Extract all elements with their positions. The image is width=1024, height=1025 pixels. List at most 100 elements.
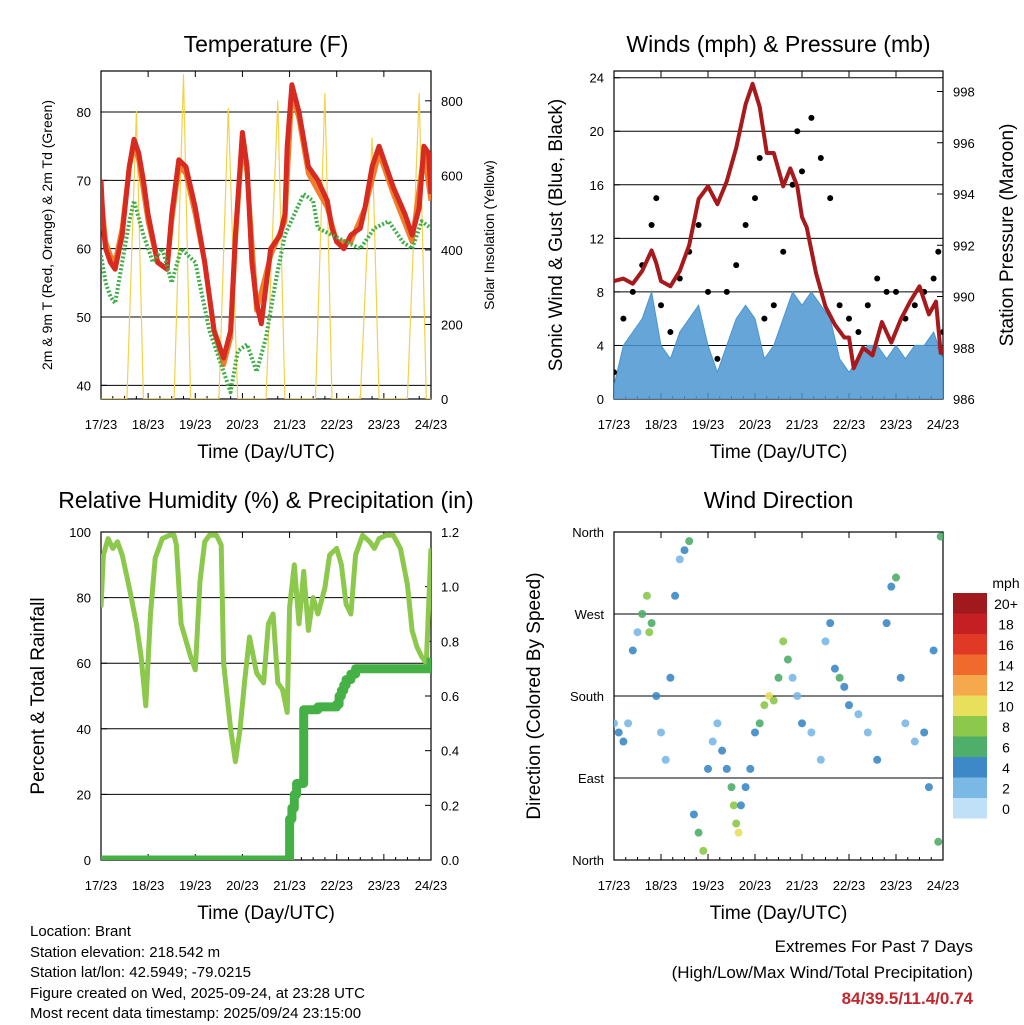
direction-point	[798, 719, 806, 728]
direction-point	[680, 546, 689, 555]
plot-area	[614, 81, 943, 399]
direction-point	[704, 764, 712, 773]
y-right-tick-label: 1.0	[441, 580, 459, 595]
gust-point	[648, 221, 655, 228]
y-tick-label: East	[578, 771, 604, 786]
legend-label: 20+	[994, 596, 1018, 612]
y-right-axis-label: Solar Insolation (Yellow)	[481, 160, 497, 310]
legend-swatch	[953, 634, 987, 655]
gust-point	[658, 302, 664, 309]
direction-point	[727, 783, 736, 792]
speed-legend: mph 20+ 18 16 14 12 10 8 6 4 2 0	[953, 575, 1020, 819]
y-axis-label: Percent & Total Rainfall	[28, 597, 49, 794]
gust-point	[827, 195, 834, 202]
chart-title: Wind Direction	[704, 487, 854, 513]
legend-swatch	[953, 654, 987, 675]
direction-point	[633, 628, 642, 637]
y-right-tick-label: 1.2	[441, 525, 459, 540]
extremes-subtitle: (High/Low/Max Wind/Total Precipitation)	[671, 963, 973, 982]
direction-point	[769, 696, 778, 705]
chart-wind_direction: 17/23 18/23 19/23 20/23 21/23 22/23 23/23 24/23…	[524, 487, 959, 924]
y-right-tick-label: 400	[441, 243, 463, 258]
legend-swatch	[953, 777, 987, 798]
y-tick-label: 4	[597, 338, 604, 353]
y-tick-label: 60	[77, 656, 91, 671]
y-right-tick-label: 200	[441, 317, 463, 332]
x-tick-label: 18/23	[132, 417, 165, 432]
y-axis-label: Sonic Wind & Gust (Blue, Black)	[546, 99, 567, 371]
direction-point	[722, 764, 731, 773]
extremes-block: Extremes For Past 7 Days (High/Low/Max W…	[672, 934, 973, 1012]
legend-swatch	[953, 695, 987, 716]
direction-point	[746, 764, 755, 773]
chart-humidity: 17/23 18/23 19/23 20/23 21/23 22/23 23/23 24/23…	[28, 487, 474, 924]
x-tick-label: 22/23	[833, 417, 866, 432]
y-right-tick-label: 992	[953, 238, 975, 253]
y-right-tick-label: 988	[953, 341, 975, 356]
x-axis-label: Time (Day/UTC)	[710, 442, 848, 463]
y-right-tick-label: 998	[953, 85, 975, 100]
direction-point	[901, 719, 910, 728]
direction-point	[628, 646, 637, 655]
x-tick-label: 23/23	[368, 417, 401, 432]
y-tick-label: 70	[77, 173, 91, 188]
gust-point	[780, 248, 787, 255]
direction-point	[821, 637, 830, 646]
legend-label: 6	[1002, 740, 1010, 756]
gust-point	[794, 128, 801, 135]
legend-label: 10	[998, 699, 1014, 715]
station-info: Location: Brant Station elevation: 218.5…	[30, 922, 365, 1025]
direction-point	[736, 801, 745, 810]
gust-point	[756, 155, 763, 162]
y-tick-label: North	[572, 525, 604, 540]
y-tick-label: North	[572, 853, 604, 868]
direction-point	[830, 664, 839, 673]
direction-point	[845, 701, 853, 710]
gust-point	[855, 329, 862, 336]
legend-swatch	[953, 593, 987, 614]
direction-point	[708, 737, 717, 746]
y-axis-label: Direction (Colored By Speed)	[524, 572, 545, 819]
y-tick-label: 20	[590, 124, 604, 139]
legend-label: 18	[998, 617, 1014, 633]
gust-point	[808, 114, 815, 121]
y-right-tick-label: 986	[953, 392, 975, 407]
direction-point	[614, 719, 618, 728]
direction-point	[835, 673, 844, 682]
y-tick-label: 80	[77, 591, 91, 606]
series-station-pressure	[614, 81, 943, 371]
plot-area	[614, 532, 943, 855]
y-tick-label: 24	[590, 71, 604, 86]
direction-point	[793, 692, 802, 700]
gust-point	[653, 195, 660, 202]
direction-point	[642, 591, 651, 600]
chart-title: Relative Humidity (%) & Precipitation (i…	[58, 487, 473, 513]
gust-point	[742, 221, 749, 228]
y-tick-label: South	[570, 689, 604, 704]
x-tick-label: 18/23	[645, 878, 678, 893]
series-solar-insolation	[101, 74, 431, 399]
y-right-tick-label: 600	[441, 168, 463, 183]
gust-point	[911, 302, 918, 309]
direction-point	[661, 755, 670, 764]
direction-point	[887, 582, 896, 591]
series-relative-humidity	[101, 532, 431, 765]
gust-point	[846, 315, 852, 322]
x-tick-label: 17/23	[85, 878, 118, 893]
gust-point	[705, 288, 711, 295]
direction-point	[755, 719, 764, 728]
direction-point	[924, 783, 933, 792]
x-tick-label: 20/23	[739, 878, 772, 893]
direction-point	[816, 755, 825, 764]
legend-swatch	[953, 675, 987, 696]
y-tick-label: 50	[77, 310, 91, 325]
x-tick-label: 24/23	[927, 878, 960, 893]
gust-point	[874, 275, 881, 282]
y-right-tick-label: 990	[953, 290, 975, 305]
chart-title: Winds (mph) & Pressure (mb)	[626, 31, 930, 57]
x-tick-label: 23/23	[880, 417, 913, 432]
direction-point	[671, 591, 680, 600]
legend-swatch	[953, 736, 987, 757]
x-tick-label: 24/23	[415, 417, 448, 432]
direction-point	[675, 555, 684, 564]
